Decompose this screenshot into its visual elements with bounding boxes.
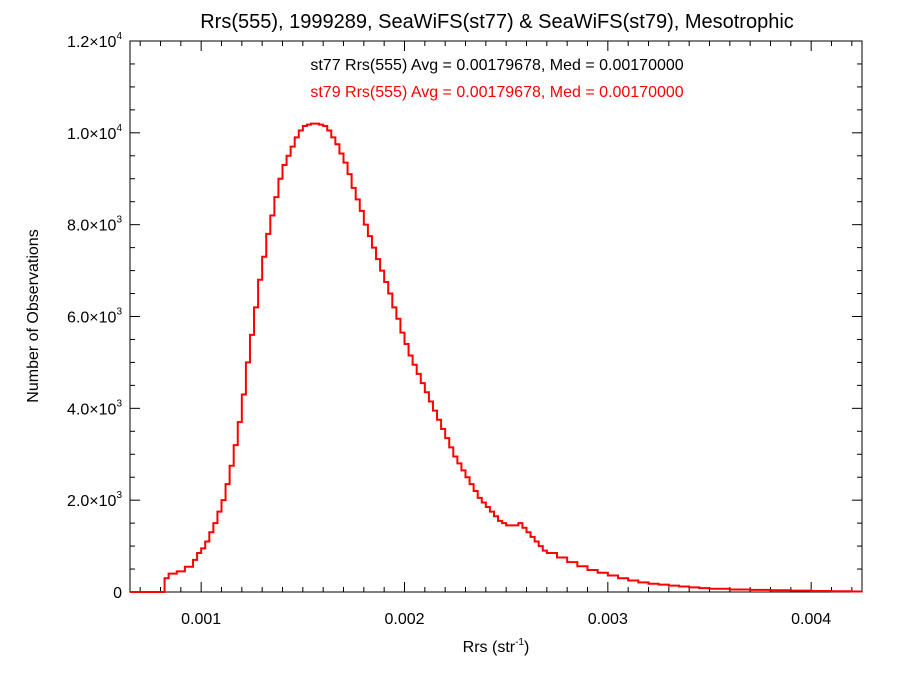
y-tick-label: 4.0×103 bbox=[67, 398, 122, 418]
y-axis: 0 2.0×103 4.0×103 6.0×103 8.0×103 1.0×104 1.2×… bbox=[67, 31, 862, 602]
y-tick-label: 1.2×104 bbox=[67, 31, 122, 51]
chart-title: Rrs(555), 1999289, SeaWiFS(st77) & SeaWi… bbox=[200, 11, 794, 33]
y-tick-label: 6.0×103 bbox=[67, 307, 122, 327]
y-tick-label: 8.0×103 bbox=[67, 215, 122, 235]
x-tick-label: 0.001 bbox=[181, 611, 221, 628]
plot-frame bbox=[129, 40, 863, 593]
series-layer bbox=[130, 122, 862, 593]
annotation-st77: st77 Rrs(555) Avg = 0.00179678, Med = 0.… bbox=[310, 57, 683, 74]
x-axis-label: Rrs (str-1) bbox=[463, 637, 530, 656]
x-tick-label: 0.002 bbox=[384, 611, 424, 628]
x-tick-label: 0.003 bbox=[588, 611, 628, 628]
x-axis: 0.001 0.002 0.003 0.004 bbox=[139, 41, 853, 628]
y-tick-label: 0 bbox=[113, 585, 122, 602]
y-axis-label: Number of Observations bbox=[25, 229, 42, 402]
y-tick-label: 2.0×103 bbox=[67, 490, 122, 510]
annotation-st79: st79 Rrs(555) Avg = 0.00179678, Med = 0.… bbox=[310, 84, 683, 101]
series-line-0 bbox=[130, 122, 862, 593]
y-tick-label: 1.0×104 bbox=[67, 123, 122, 143]
x-tick-label: 0.004 bbox=[791, 611, 831, 628]
